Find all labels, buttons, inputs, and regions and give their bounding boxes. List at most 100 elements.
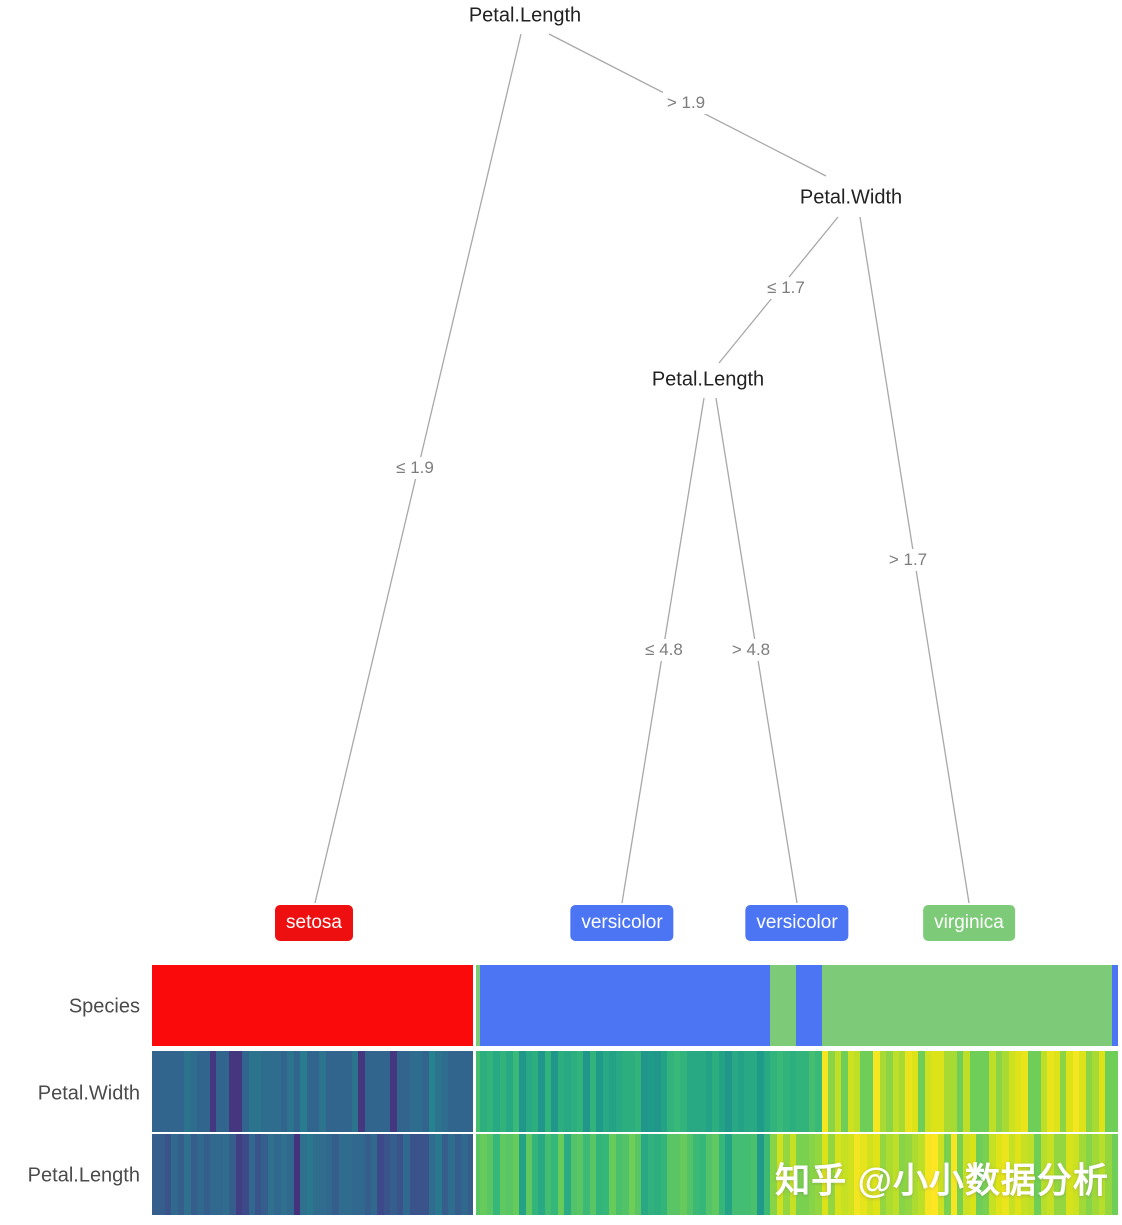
petal-width-cell [815,1051,823,1132]
edge-label-le-4-8: ≤ 4.8 [641,639,687,661]
petal-length-cell [1008,1134,1016,1215]
petal-width-cell [660,1051,668,1132]
petal-width-cell [338,1051,346,1132]
petal-length-cell [1034,1134,1042,1215]
petal-length-cell [783,1134,791,1215]
petal-width-cell [1027,1051,1035,1132]
petal-width-cell [1079,1051,1087,1132]
petal-length-cell [184,1134,192,1215]
petal-width-cell [564,1051,572,1132]
petal-length-cell [287,1134,295,1215]
petal-width-cell [467,1051,475,1132]
petal-width-cell [351,1051,359,1132]
petal-length-cell [1111,1134,1118,1215]
petal-width-cell [841,1051,849,1132]
petal-width-cell [776,1051,784,1132]
petal-width-cell [905,1051,913,1132]
petal-length-cell [345,1134,353,1215]
petal-length-cell [564,1134,572,1215]
petal-length-cell [873,1134,881,1215]
petal-length-cell [551,1134,559,1215]
petal-width-cell [480,1051,488,1132]
petal-width-cell [1014,1051,1022,1132]
petal-width-cell [957,1051,965,1132]
petal-width-cell [416,1051,424,1132]
petal-width-cell [300,1051,308,1132]
edge-label-gt-1-7: > 1.7 [884,549,932,571]
petal-length-cell [383,1134,391,1215]
petal-length-cell [1105,1134,1113,1215]
petal-length-cell [171,1134,179,1215]
petal-length-cell [319,1134,327,1215]
petal-length-cell [280,1134,288,1215]
petal-width-cell [944,1051,952,1132]
petal-width-cell [763,1051,771,1132]
petal-length-cell [422,1134,430,1215]
heatmap-row-label-petal-length: Petal.Length [27,1164,140,1187]
petal-length-cell [847,1134,855,1215]
petal-width-cell [583,1051,591,1132]
petal-length-cell [622,1134,630,1215]
petal-width-cell [847,1051,855,1132]
petal-width-cell [750,1051,758,1132]
petal-length-cell [1072,1134,1080,1215]
petal-length-cell [203,1134,211,1215]
petal-width-cell [976,1051,984,1132]
petal-width-cell [873,1051,881,1132]
petal-length-cell [583,1134,591,1215]
petal-width-cell [705,1051,713,1132]
petal-length-cell [834,1134,842,1215]
species-band-versicolor [480,965,771,1046]
petal-width-cell [609,1051,617,1132]
petal-length-cell [654,1134,662,1215]
heatmap-row-label-petal-width: Petal.Width [37,1082,140,1105]
petal-width-cell [989,1051,997,1132]
petal-width-cell [879,1051,887,1132]
petal-length-cell [480,1134,488,1215]
petal-length-cell [332,1134,340,1215]
petal-width-cell [255,1051,263,1132]
petal-length-cell [686,1134,694,1215]
species-band-virginica [821,965,1113,1046]
petal-width-cell [853,1051,861,1132]
petal-length-cell [628,1134,636,1215]
petal-width-cell [828,1051,836,1132]
petal-width-cell [725,1051,733,1132]
petal-width-cell [969,1051,977,1132]
petal-length-cell [577,1134,585,1215]
petal-width-cell [538,1051,546,1132]
petal-width-cell [834,1051,842,1132]
petal-length-cell [995,1134,1003,1215]
split-node-petal-length-inner: Petal.Length [647,367,769,393]
petal-length-cell [660,1134,668,1215]
petal-width-cell [692,1051,700,1132]
petal-length-cell [519,1134,527,1215]
petal-length-cell [222,1134,230,1215]
petal-length-cell [860,1134,868,1215]
petal-length-cell [602,1134,610,1215]
petal-width-cell [673,1051,681,1132]
petal-width-cell [770,1051,778,1132]
petal-width-cell [493,1051,501,1132]
petal-width-cell [229,1051,237,1132]
petal-length-cell [725,1134,733,1215]
petal-width-cell [519,1051,527,1132]
petal-length-cell [525,1134,533,1215]
petal-length-cell [937,1134,945,1215]
petal-length-cell [261,1134,269,1215]
petal-length-cell [229,1134,237,1215]
petal-width-cell [628,1051,636,1132]
petal-length-cell [300,1134,308,1215]
petal-length-cell [325,1134,333,1215]
petal-length-cell [931,1134,939,1215]
petal-length-cell [667,1134,675,1215]
petal-width-cell [158,1051,166,1132]
petal-width-cell [738,1051,746,1132]
petal-width-cell [506,1051,514,1132]
petal-width-cell [1066,1051,1074,1132]
leaf-node-versicolor-2: versicolor [745,905,849,941]
petal-width-cell [667,1051,675,1132]
petal-width-cell [1060,1051,1068,1132]
petal-length-cell [248,1134,256,1215]
petal-length-cell [918,1134,926,1215]
